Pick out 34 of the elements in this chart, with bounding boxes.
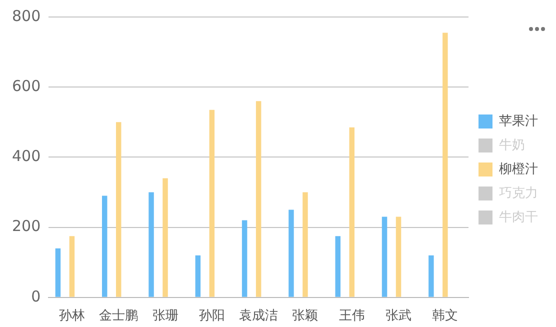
bar [55,248,61,297]
x-tick-label: 张颖 [292,308,318,324]
bar [102,196,108,297]
bar [162,178,168,297]
bar [116,122,122,297]
x-tick-label: 张珊 [152,308,178,324]
y-tick-label: 200 [12,217,41,236]
bar [209,110,215,297]
x-tick-label: 金士鹏 [99,308,138,324]
bar [396,216,402,297]
bar [242,220,248,297]
bar [195,255,201,297]
bar [442,32,448,297]
legend-label: 柳橙汁 [499,162,538,177]
bar [288,210,294,297]
y-tick-label: 800 [12,6,41,25]
x-tick-label: 张武 [386,308,412,324]
y-tick-label: 0 [31,287,41,306]
bar [349,127,354,297]
y-tick-label: 400 [12,147,41,166]
bar [69,236,75,297]
x-tick-label: 王伟 [338,308,365,324]
x-tick-label: 袁成洁 [239,308,278,324]
bar [382,216,388,297]
bar [428,255,434,297]
bar [256,101,262,297]
bar [302,192,308,297]
x-tick-label: 孙阳 [198,308,225,324]
bar [335,236,340,297]
bar [148,192,154,297]
legend-label: 苹果汁 [499,114,538,129]
x-tick-label: 孙林 [58,308,85,324]
x-tick-label: 韩文 [432,308,458,324]
y-tick-label: 600 [12,76,41,95]
